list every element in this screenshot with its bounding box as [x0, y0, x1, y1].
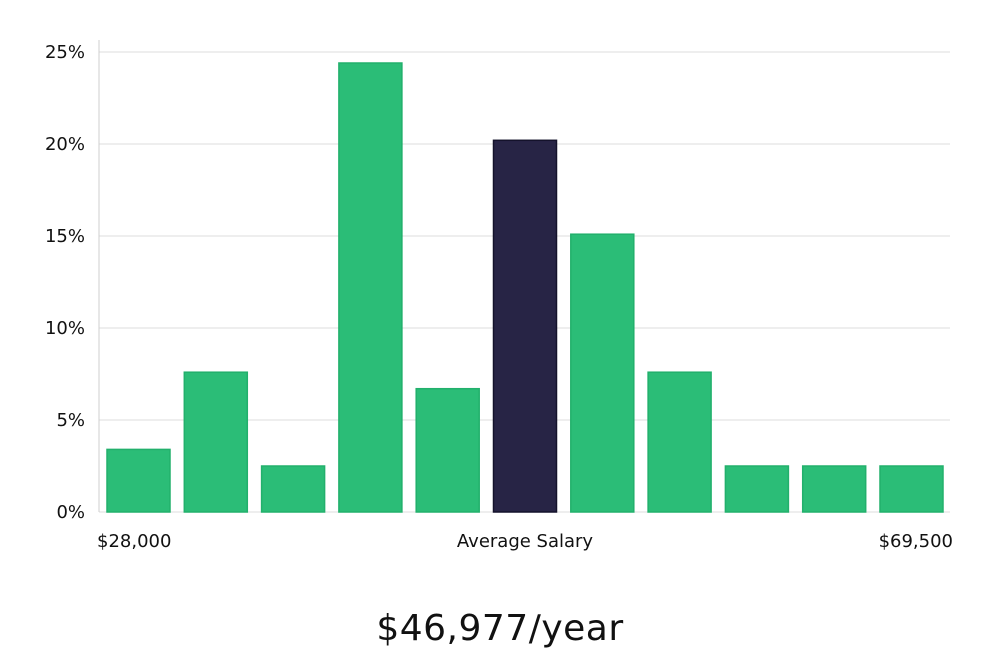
y-tick-label: 25% [45, 42, 85, 63]
bar-layer [106, 62, 944, 513]
bar [415, 387, 480, 513]
bar [260, 465, 326, 513]
y-tick-label: 20% [45, 134, 85, 155]
y-tick-label: 5% [56, 410, 85, 431]
y-tick-label: 10% [45, 318, 85, 339]
average-salary-value: $46,977/year [376, 608, 624, 649]
x-axis-label: Average Salary [457, 531, 594, 552]
bar [183, 371, 249, 513]
bar [724, 465, 790, 513]
bar [647, 371, 712, 513]
bar-highlight [492, 139, 558, 513]
y-tick-label: 15% [45, 226, 85, 247]
bar [338, 62, 403, 513]
chart-svg: 0%5%10%15%20%25% $28,000 Average Salary … [45, 40, 953, 552]
x-axis-min-label: $28,000 [97, 531, 171, 552]
y-tick-label: 0% [56, 502, 85, 523]
y-axis-ticks: 0% 5% 10% 15% 20% 25% [45, 42, 85, 523]
bar [106, 448, 171, 513]
bar [879, 465, 944, 513]
bar [801, 465, 867, 513]
bar [570, 233, 635, 513]
x-axis-max-label: $69,500 [879, 531, 953, 552]
